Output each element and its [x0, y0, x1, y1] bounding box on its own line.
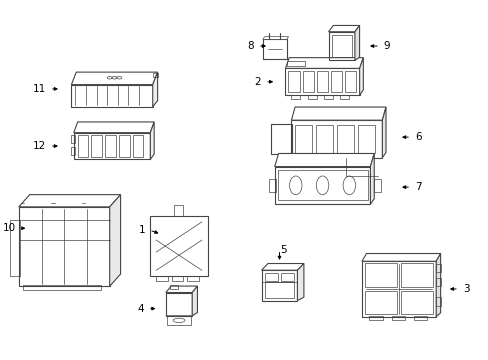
- Bar: [23, 285, 101, 291]
- Bar: [373, 179, 380, 192]
- Bar: [187, 276, 198, 281]
- Text: 11: 11: [33, 84, 46, 94]
- Bar: [71, 147, 74, 156]
- Bar: [369, 316, 382, 320]
- Bar: [340, 95, 348, 99]
- Text: 8: 8: [247, 41, 254, 51]
- Bar: [119, 135, 129, 157]
- Bar: [156, 276, 167, 281]
- Bar: [328, 32, 354, 60]
- Polygon shape: [262, 37, 288, 39]
- Text: 3: 3: [462, 284, 468, 294]
- Bar: [316, 71, 327, 93]
- Bar: [105, 135, 116, 157]
- Polygon shape: [285, 58, 363, 68]
- Polygon shape: [361, 253, 440, 261]
- Bar: [361, 261, 435, 317]
- Bar: [294, 125, 312, 153]
- Polygon shape: [152, 72, 157, 107]
- Bar: [364, 291, 396, 314]
- Bar: [71, 135, 74, 143]
- Bar: [281, 273, 293, 281]
- Polygon shape: [192, 286, 197, 316]
- Bar: [277, 170, 367, 201]
- Polygon shape: [435, 253, 440, 317]
- Bar: [71, 85, 152, 107]
- Bar: [10, 220, 20, 276]
- Polygon shape: [369, 153, 373, 204]
- Bar: [435, 264, 441, 273]
- Bar: [19, 207, 109, 286]
- Polygon shape: [19, 195, 121, 207]
- Bar: [324, 95, 332, 99]
- Bar: [165, 293, 192, 316]
- Bar: [150, 216, 207, 276]
- Bar: [261, 270, 297, 301]
- Bar: [288, 71, 299, 93]
- Text: 1: 1: [139, 225, 145, 235]
- Text: 12: 12: [33, 141, 46, 151]
- Bar: [78, 135, 88, 157]
- Polygon shape: [297, 264, 303, 301]
- Polygon shape: [74, 122, 154, 133]
- Bar: [330, 71, 341, 93]
- Bar: [307, 95, 316, 99]
- Bar: [174, 205, 183, 216]
- Text: 10: 10: [3, 223, 16, 233]
- Bar: [413, 316, 427, 320]
- Bar: [91, 135, 102, 157]
- Text: 4: 4: [137, 303, 144, 314]
- Polygon shape: [359, 58, 363, 95]
- Polygon shape: [109, 195, 121, 286]
- Bar: [274, 167, 369, 204]
- Polygon shape: [71, 72, 157, 85]
- Polygon shape: [291, 107, 385, 120]
- Bar: [169, 285, 177, 289]
- Polygon shape: [354, 26, 359, 60]
- Bar: [171, 276, 183, 281]
- Text: 5: 5: [280, 245, 286, 255]
- Bar: [357, 125, 374, 153]
- Text: 2: 2: [254, 77, 261, 87]
- Bar: [291, 120, 382, 158]
- Text: 6: 6: [414, 132, 421, 142]
- Bar: [286, 61, 305, 66]
- Polygon shape: [382, 107, 385, 158]
- Bar: [331, 35, 351, 57]
- Bar: [435, 278, 441, 286]
- Bar: [401, 291, 432, 314]
- Bar: [271, 124, 292, 154]
- Bar: [264, 273, 277, 281]
- Text: 7: 7: [414, 182, 421, 192]
- Polygon shape: [165, 286, 197, 293]
- Bar: [264, 282, 293, 297]
- Polygon shape: [328, 26, 359, 32]
- Bar: [344, 71, 355, 93]
- Bar: [132, 135, 143, 157]
- Bar: [285, 68, 359, 95]
- Bar: [74, 133, 150, 159]
- Polygon shape: [261, 264, 303, 270]
- Polygon shape: [274, 153, 373, 167]
- Bar: [302, 71, 313, 93]
- Text: 9: 9: [383, 41, 389, 51]
- Bar: [364, 264, 396, 287]
- Bar: [336, 125, 353, 153]
- Bar: [167, 315, 190, 325]
- Bar: [291, 95, 300, 99]
- Bar: [391, 316, 404, 320]
- Bar: [268, 179, 275, 192]
- Bar: [262, 39, 286, 59]
- Bar: [435, 297, 441, 306]
- Bar: [315, 125, 333, 153]
- Bar: [152, 73, 157, 77]
- Polygon shape: [150, 122, 154, 159]
- Bar: [401, 264, 432, 287]
